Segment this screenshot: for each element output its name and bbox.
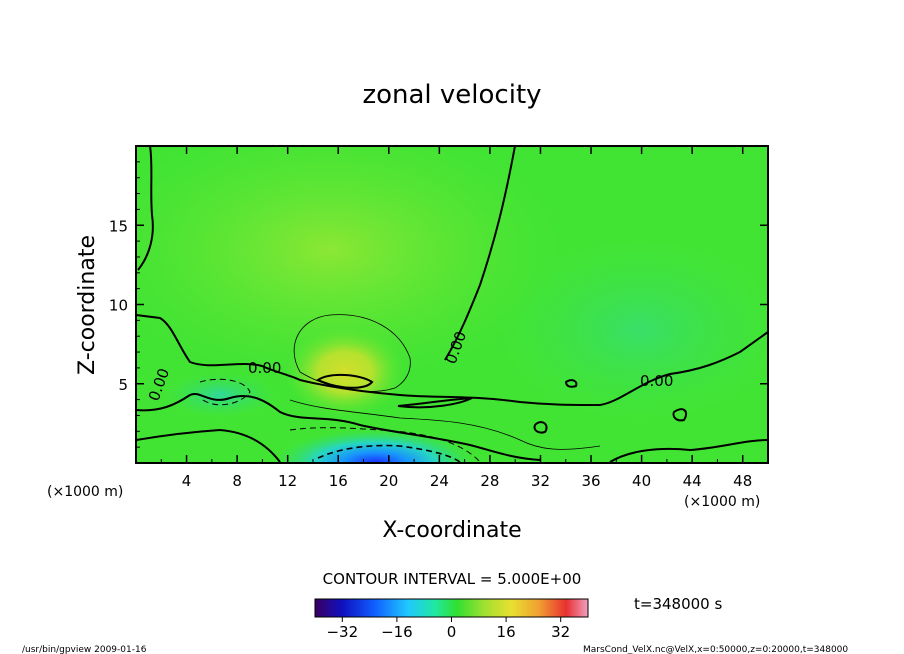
x-unit-label-right: (×1000 m) <box>684 494 760 510</box>
chart-title: zonal velocity <box>362 80 541 110</box>
contour-small-1 <box>564 379 578 388</box>
contour-jet-closed <box>315 374 374 389</box>
contour-interval: CONTOUR INTERVAL = 5.000E+00 <box>323 570 582 588</box>
colorbar <box>314 598 589 618</box>
field-jet-core <box>285 327 405 417</box>
x-tick-label: 12 <box>278 472 297 490</box>
plot-area: 0.00 0.00 0.00 0.00 <box>136 146 768 463</box>
colorbar-tick-label: 16 <box>497 623 516 641</box>
x-tick-label: 24 <box>430 472 449 490</box>
field-right-cyan <box>500 240 768 420</box>
contour-label-2: 0.00 <box>640 372 673 390</box>
contour-zero-lower <box>136 392 541 461</box>
field-upper-left-yellow <box>136 146 560 380</box>
x-tick-label: 36 <box>581 472 600 490</box>
contour-label-1: 0.00 <box>248 359 281 377</box>
colorbar-tick-label: 32 <box>551 623 570 641</box>
contour-small-2 <box>672 408 688 422</box>
time-label: t=348000 s <box>634 595 722 613</box>
x-tick-label: 48 <box>733 472 752 490</box>
y-tick-label: 15 <box>109 217 128 235</box>
y-axis-title: Z-coordinate <box>75 235 100 375</box>
x-tick-label: 40 <box>632 472 651 490</box>
colorbar-tick-label: 0 <box>447 623 457 641</box>
contour-neg-left <box>199 378 251 406</box>
contour-five-jet <box>293 314 411 392</box>
x-tick-label: 32 <box>531 472 550 490</box>
x-unit-label: (×1000 m) <box>47 484 123 500</box>
y-axis-ticks: 5 10 15 <box>109 161 768 448</box>
y-tick-label: 10 <box>109 297 128 315</box>
contours-negative <box>199 378 481 463</box>
x-axis-title: X-coordinate <box>382 518 521 543</box>
x-tick-label: 20 <box>379 472 398 490</box>
x-tick-label: 4 <box>182 472 192 490</box>
colorbar-tick-label: −32 <box>326 623 358 641</box>
footer-left: /usr/bin/gpview 2009-01-16 <box>22 645 147 654</box>
x-tick-label: 28 <box>480 472 499 490</box>
contours-thin <box>289 314 601 450</box>
contour-zero-plume <box>444 146 516 361</box>
y-tick-label: 5 <box>118 376 128 394</box>
contour-labels: 0.00 0.00 0.00 0.00 <box>145 329 674 404</box>
contour-five-lower <box>289 399 601 450</box>
contour-zero-left-upper <box>137 146 154 271</box>
field-weak-negative <box>165 373 275 417</box>
x-tick-label: 16 <box>329 472 348 490</box>
colorbar-ticks: −32 −16 0 16 32 <box>326 617 570 641</box>
contour-neg-core-outer <box>289 427 481 463</box>
contour-jet-streak <box>397 397 473 409</box>
contours <box>136 146 768 463</box>
footer-right: MarsCond_VelX.nc@VelX,x=0:50000,z=0:2000… <box>583 645 848 654</box>
x-tick-label: 44 <box>683 472 702 490</box>
x-axis-ticks: 4 8 12 16 20 24 28 32 36 40 44 48 <box>160 146 752 490</box>
contour-small-3 <box>533 421 548 434</box>
colorbar-tick-label: −16 <box>381 623 413 641</box>
contour-zero-left-mid <box>136 314 768 407</box>
contour-zero-bottom-left <box>136 428 281 463</box>
contour-neg-core-inner <box>317 444 461 463</box>
x-tick-label: 8 <box>232 472 242 490</box>
contour-zero-right-bottom <box>609 439 768 463</box>
